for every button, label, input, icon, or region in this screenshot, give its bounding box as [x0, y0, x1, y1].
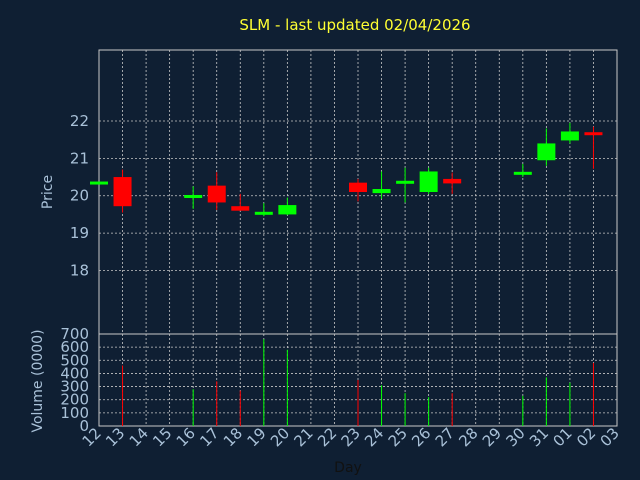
- x-axis-title: Day: [334, 460, 362, 476]
- candle-body: [113, 177, 132, 207]
- volume-tick-label: 500: [60, 351, 89, 369]
- x-tick-label: 13: [102, 424, 128, 450]
- x-tick-label: 27: [432, 424, 458, 450]
- x-tick-label: 20: [267, 424, 293, 450]
- x-tick-label: 01: [550, 424, 576, 450]
- x-tick-label: 02: [573, 424, 599, 450]
- candle-27: [443, 172, 462, 194]
- x-tick-label: 30: [502, 424, 528, 450]
- candle-25: [396, 167, 415, 203]
- candle-18: [231, 193, 250, 211]
- x-tick-label: 31: [526, 424, 552, 450]
- candle-body: [90, 181, 108, 185]
- candle-02: [584, 126, 603, 169]
- candle-body: [349, 182, 367, 192]
- candle-16: [184, 186, 203, 209]
- candle-body: [419, 171, 438, 192]
- x-tick-label: 25: [385, 424, 411, 450]
- x-tick-label: 17: [196, 424, 222, 450]
- x-tick-label: 19: [243, 424, 269, 450]
- volume-tick-label: 0: [79, 417, 89, 435]
- price-tick-label: 21: [70, 149, 89, 167]
- volume-tick-label: 400: [60, 364, 89, 382]
- x-tick-label: 22: [314, 424, 340, 450]
- price-tick-label: 20: [70, 187, 89, 205]
- price-tick-label: 22: [70, 112, 89, 130]
- price-tick-label: 19: [70, 224, 89, 242]
- x-tick-label: 26: [408, 424, 434, 450]
- volume-tick-label: 100: [60, 404, 89, 422]
- price-axis-title: Price: [40, 175, 56, 209]
- x-tick-label: 28: [455, 424, 481, 450]
- x-tick-label: 16: [173, 424, 199, 450]
- candle-body: [537, 143, 556, 161]
- candle-17: [207, 172, 226, 210]
- candle-01: [560, 122, 579, 144]
- candle-body: [254, 211, 273, 215]
- candle-12: [90, 181, 108, 185]
- x-tick-label: 23: [338, 424, 364, 450]
- candle-body: [231, 206, 250, 211]
- x-tick-label: 29: [479, 424, 505, 450]
- volume-tick-label: 600: [60, 338, 89, 356]
- grid-lines: [99, 50, 617, 426]
- candle-body: [560, 131, 579, 141]
- candle-body: [184, 194, 203, 198]
- x-tick-label: 24: [361, 424, 387, 450]
- x-tick-label: 15: [149, 424, 175, 450]
- x-tick-label: 18: [220, 424, 246, 450]
- x-tick-label: 03: [597, 424, 623, 450]
- candle-30: [513, 163, 532, 178]
- volume-tick-label: 300: [60, 378, 89, 396]
- candle-body: [443, 178, 462, 184]
- chart-title: SLM - last updated 02/04/2026: [239, 16, 470, 34]
- candle-24: [372, 171, 391, 199]
- candle-13: [113, 169, 132, 213]
- candle-31: [537, 128, 556, 166]
- volume-axis-title: Volume (0000): [30, 329, 46, 432]
- candle-20: [278, 197, 297, 216]
- candle-body: [513, 171, 532, 175]
- volume-tick-label: 700: [60, 325, 89, 343]
- candle-26: [419, 167, 438, 194]
- x-tick-label: 21: [291, 424, 317, 450]
- candle-body: [372, 189, 391, 194]
- candle-23: [349, 178, 367, 202]
- candle-body: [278, 205, 297, 215]
- volume-tick-label: 200: [60, 391, 89, 409]
- candle-19: [254, 203, 273, 217]
- candle-body: [207, 185, 226, 203]
- x-tick-label: 14: [126, 424, 152, 450]
- candle-body: [584, 132, 603, 136]
- candle-body: [396, 180, 415, 184]
- price-tick-label: 18: [70, 261, 89, 279]
